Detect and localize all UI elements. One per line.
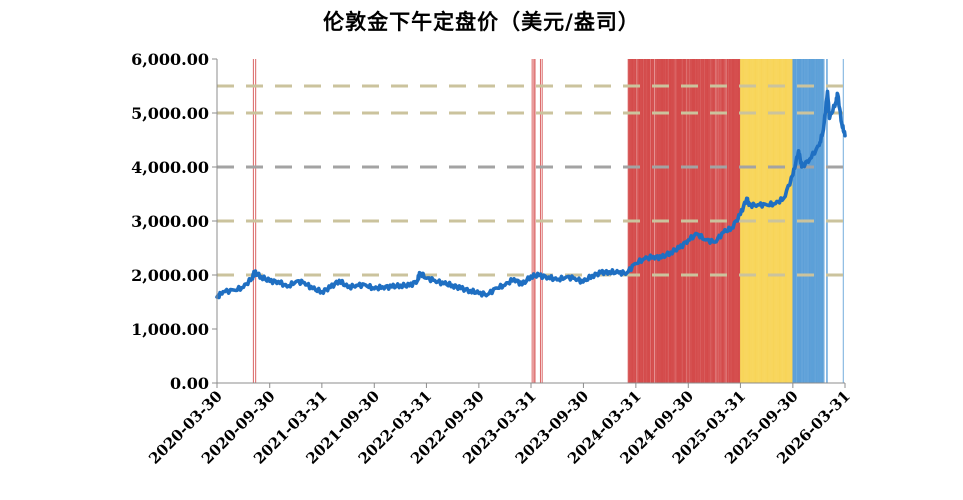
reference-lines: [217, 84, 845, 277]
price-series-line: [215, 89, 847, 300]
series-layer: [215, 89, 847, 300]
y-tick-label: 6,000.00: [131, 50, 209, 69]
x-axis-ticks: 2020-03-302020-09-302021-03-312021-09-30…: [145, 383, 854, 468]
y-tick-label: 2,000.00: [131, 266, 209, 285]
y-tick-label: 5,000.00: [131, 104, 209, 123]
chart-title: 伦敦金下午定盘价（美元/盎司）: [323, 10, 640, 34]
y-axis-ticks: 0.00 1,000.00 2,000.00 3,000.00 4,000.00 5,00…: [131, 50, 217, 393]
y-tick-label: 3,000.00: [131, 212, 209, 231]
y-tick-label: 0.00: [170, 374, 209, 393]
y-tick-label: 1,000.00: [131, 320, 209, 339]
y-tick-label: 4,000.00: [131, 158, 209, 177]
